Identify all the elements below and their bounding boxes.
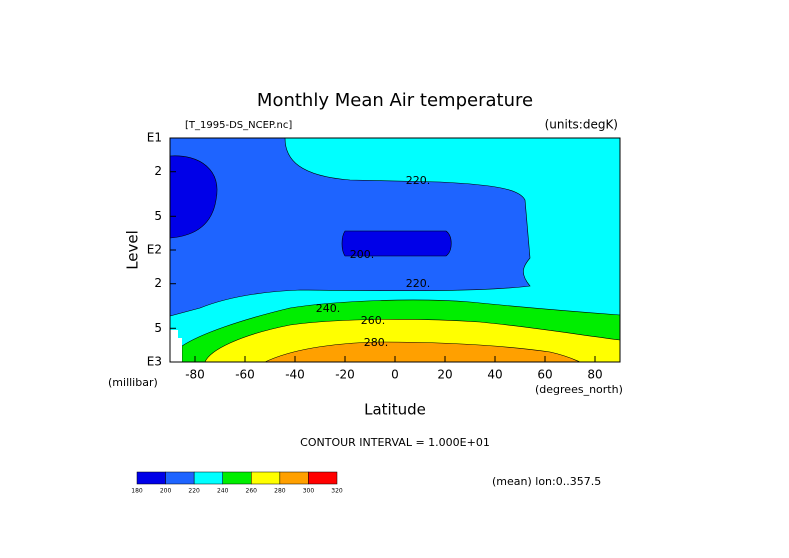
contour-interval: CONTOUR INTERVAL = 1.000E+01 [300,436,490,449]
y-tick-label: E2 [147,243,162,257]
y-tick-label: E3 [147,355,162,369]
plot-area [169,137,621,363]
x-tick-label: 80 [587,368,602,382]
units-label: (units:degK) [545,118,618,132]
x-tick-label: 0 [391,368,399,382]
colorbar-box [222,471,252,485]
x-axis-label: Latitude [364,401,426,419]
contour-label: 220. [406,277,431,290]
level-region [169,137,531,317]
colorbar-box [279,471,309,485]
contour-label: 200. [350,248,375,261]
colorbar-label: 280 [274,488,286,495]
y-tick-label: 5 [154,209,162,223]
x-units: (degrees_north) [535,383,623,396]
colorbar-label: 320 [331,488,343,495]
contour-label: 280. [364,336,389,349]
y-tick-label: E1 [147,131,162,145]
y-units: (millibar) [108,376,158,389]
colorbar-box [251,471,281,485]
colorbar-box [308,471,338,485]
colorbar-label: 180 [131,488,143,495]
y-tick-label: 2 [154,276,162,290]
level-region [264,341,581,363]
y-tick-label: 2 [154,164,162,178]
x-tick-label: 40 [487,368,502,382]
x-tick-label: 60 [537,368,552,382]
x-tick-label: -60 [235,368,255,382]
x-tick-label: -80 [185,368,205,382]
y-tick-label: 5 [154,321,162,335]
colorbar-box [136,471,166,485]
x-tick-label: -40 [285,368,305,382]
contour-label: 260. [361,314,386,327]
level-region [341,230,452,257]
chart-title: Monthly Mean Air temperature [257,90,533,111]
colorbar-label: 240 [217,488,229,495]
contour-label: 220. [406,174,431,187]
colorbar-label: 260 [246,488,258,495]
colorbar-label: 300 [303,488,315,495]
colorbar-label: 220 [188,488,200,495]
colorbar-label: 200 [160,488,172,495]
contour-label: 240. [316,302,341,315]
colorbar-box [193,471,223,485]
source-label: [T_1995-DS_NCEP.nc] [185,120,292,131]
y-axis-label: Level [124,230,142,270]
footnote: (mean) lon:0..357.5 [492,475,601,488]
x-tick-label: -20 [335,368,355,382]
missing-data [170,330,182,362]
colorbar-box [165,471,195,485]
level-region [169,155,218,239]
x-tick-label: 20 [437,368,452,382]
